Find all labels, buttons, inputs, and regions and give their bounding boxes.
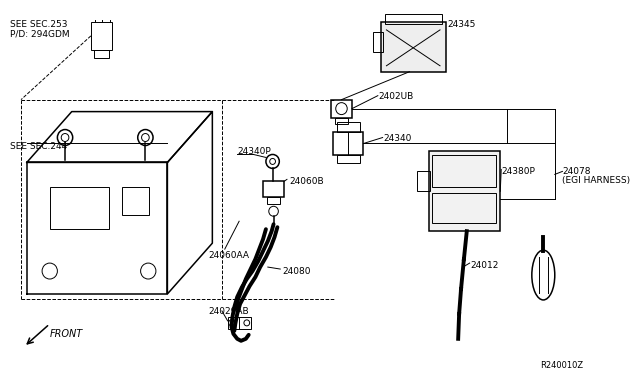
Text: 24029AB: 24029AB: [209, 307, 249, 316]
Text: R240010Z: R240010Z: [540, 361, 584, 370]
Bar: [335, 118, 348, 124]
Text: 24340P: 24340P: [237, 147, 271, 157]
Text: P/D: 294GDM: P/D: 294GDM: [10, 30, 69, 39]
Text: 24012: 24012: [470, 261, 499, 270]
Text: SEE SEC.253: SEE SEC.253: [10, 20, 67, 29]
Bar: [373, 32, 383, 52]
Bar: [337, 122, 360, 132]
Bar: [433, 155, 497, 187]
Text: FRONT: FRONT: [50, 329, 83, 339]
Bar: [417, 171, 431, 191]
Text: 24060B: 24060B: [289, 177, 323, 186]
Bar: [381, 22, 445, 72]
Bar: [263, 182, 284, 197]
Bar: [93, 50, 109, 58]
Bar: [333, 132, 364, 155]
Bar: [331, 100, 352, 118]
Bar: [122, 187, 149, 215]
Text: 24060AA: 24060AA: [209, 251, 250, 260]
Text: 2402UB: 2402UB: [379, 92, 414, 101]
Bar: [433, 193, 497, 223]
Bar: [228, 317, 251, 329]
Text: 24345: 24345: [447, 20, 476, 29]
Text: (EGI HARNESS): (EGI HARNESS): [563, 176, 630, 185]
Bar: [91, 22, 112, 50]
Text: 24080: 24080: [282, 267, 310, 276]
Text: SEE SEC.244: SEE SEC.244: [10, 141, 67, 151]
Text: 24078: 24078: [563, 167, 591, 176]
Text: 24380P: 24380P: [501, 167, 535, 176]
Text: 24340: 24340: [383, 134, 412, 142]
Bar: [385, 14, 442, 24]
Bar: [429, 151, 500, 231]
Bar: [50, 187, 109, 229]
Bar: [267, 197, 280, 204]
Bar: [337, 155, 360, 163]
